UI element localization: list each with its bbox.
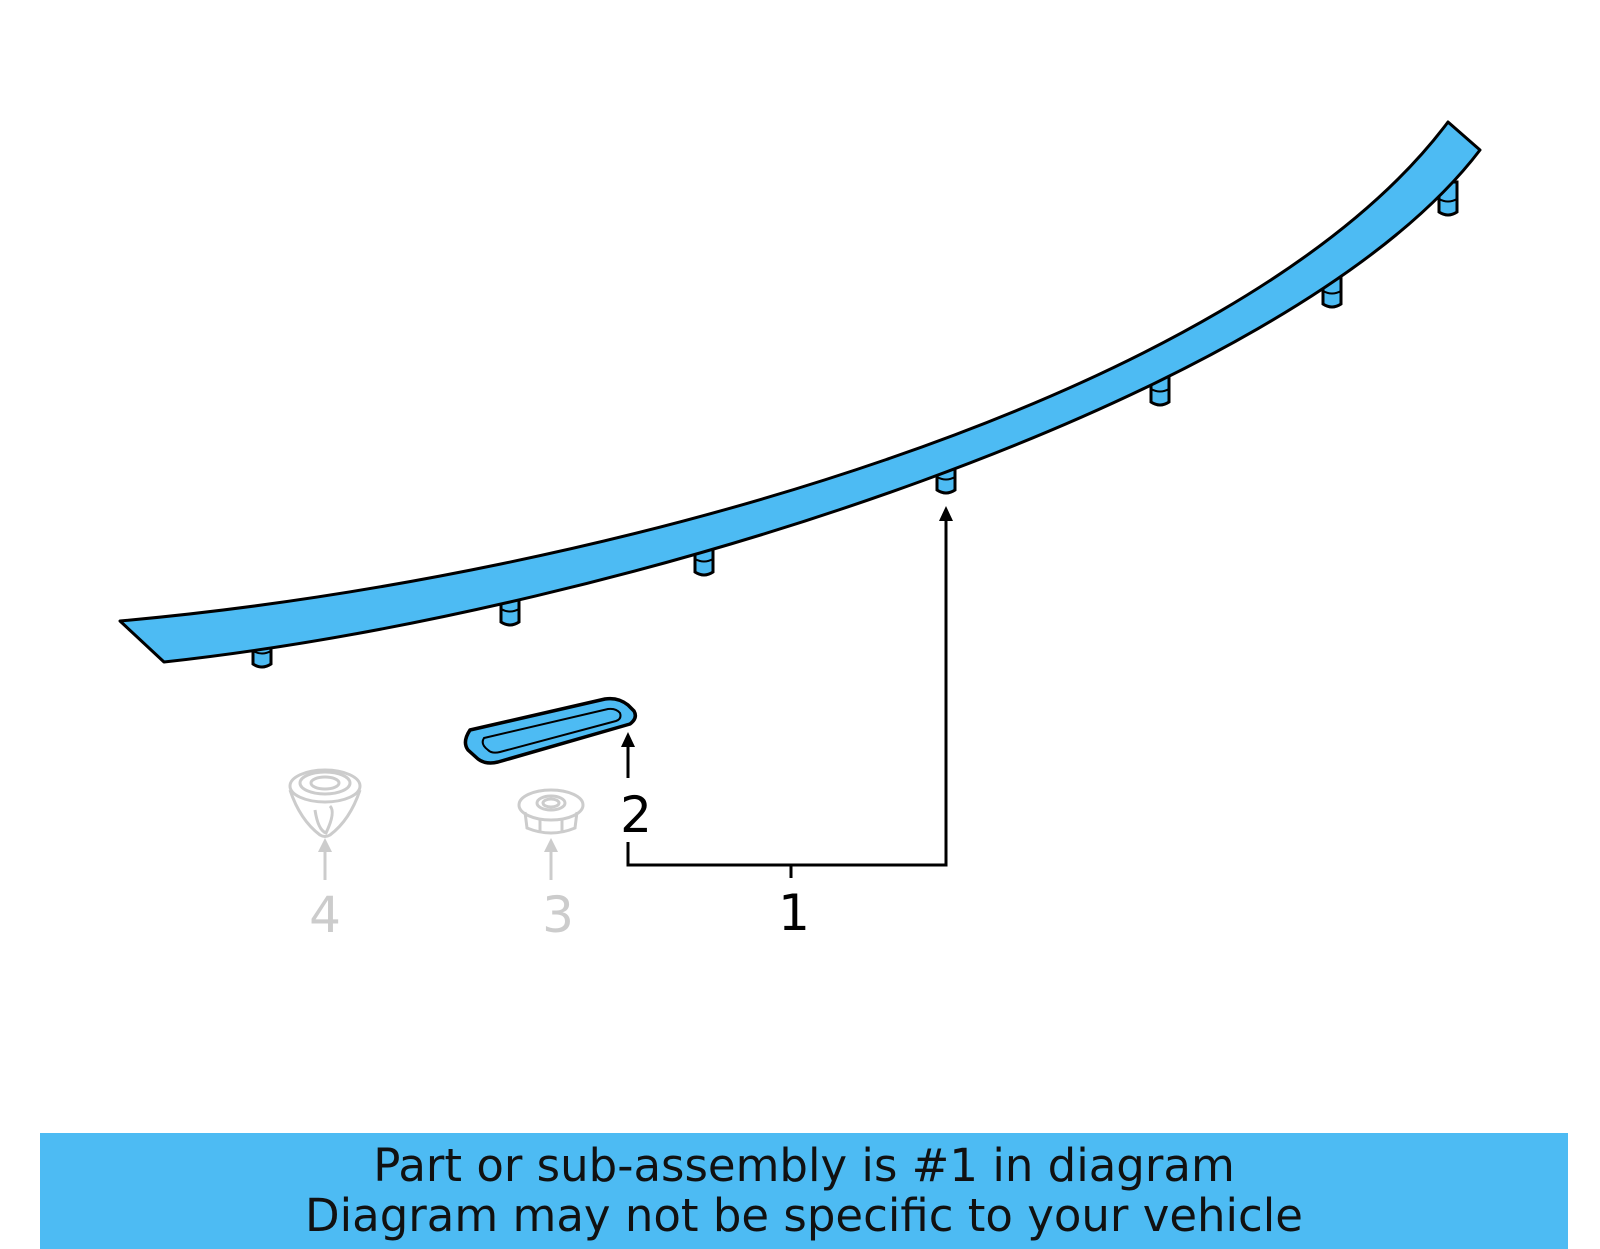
arrow-part-3 — [544, 838, 558, 880]
nut-part-3 — [517, 788, 585, 835]
info-banner: Part or sub-assembly is #1 in diagram Di… — [40, 1133, 1568, 1249]
clip-part-4 — [288, 768, 362, 838]
gasket-part-2 — [463, 696, 638, 765]
banner-line-2: Diagram may not be specific to your vehi… — [305, 1189, 1303, 1242]
arrow-part-4 — [318, 838, 332, 880]
callout-3: 3 — [542, 886, 574, 944]
arrowhead-part-1 — [939, 506, 953, 521]
callout-1: 1 — [778, 884, 810, 942]
callout-4: 4 — [309, 886, 341, 944]
moulding-strip-part-1 — [118, 120, 1482, 664]
leader-lines — [626, 520, 948, 878]
arrowhead-part-2 — [621, 732, 635, 747]
banner-line-1: Part or sub-assembly is #1 in diagram — [373, 1139, 1235, 1192]
callout-2: 2 — [620, 786, 652, 844]
